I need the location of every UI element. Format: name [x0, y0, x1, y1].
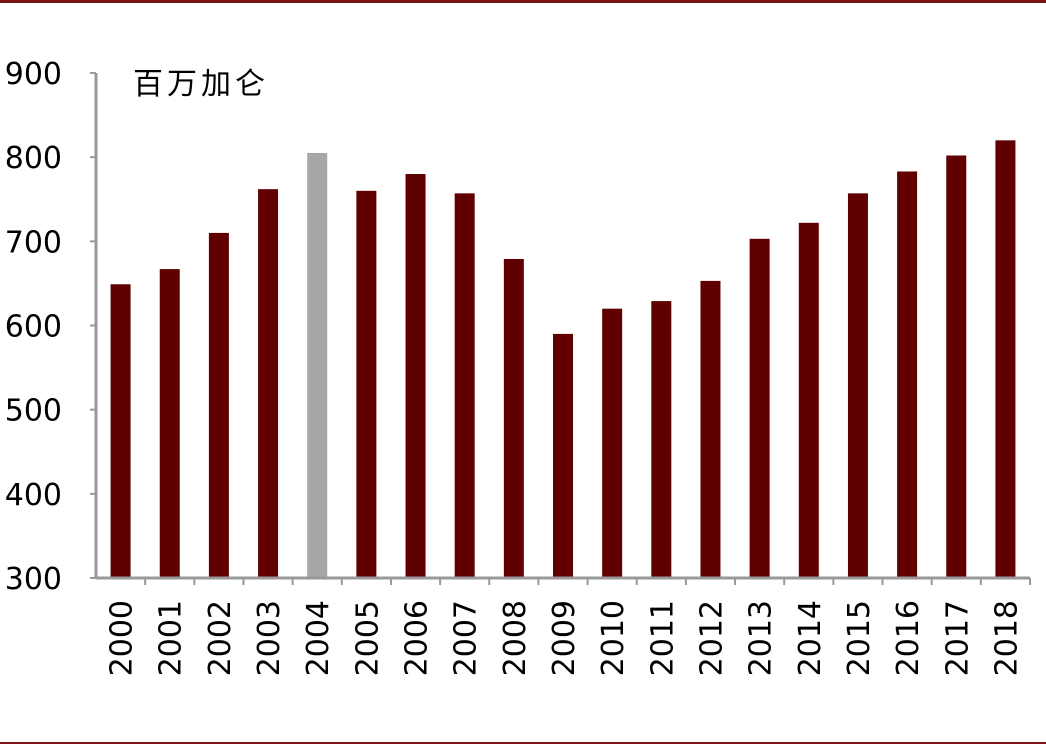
bar-2007 [454, 193, 475, 578]
x-tick-label: 2009 [547, 600, 582, 676]
x-tick-label: 2008 [498, 600, 533, 676]
y-unit-label: 百万加仑 [133, 67, 269, 102]
bar-2015 [847, 193, 868, 578]
x-ticks-group: 2000 2001 2002 2003 2004 2005 2006 2007 2008 2009… [105, 578, 1031, 676]
x-tick-label: 2000 [105, 600, 140, 676]
y-tick-label: 400 [5, 478, 62, 513]
x-tick-label: 2006 [400, 600, 435, 676]
bar-2003 [258, 189, 279, 578]
y-tick-label: 900 [5, 57, 62, 92]
x-tick-label: 2011 [645, 600, 680, 676]
bar-2012 [700, 280, 721, 578]
x-tick-label: 2013 [744, 600, 779, 676]
y-tick-label: 500 [5, 394, 62, 429]
bar-2011 [651, 301, 672, 578]
bar-2014 [798, 222, 819, 579]
x-tick-label: 2003 [252, 600, 287, 676]
bottom-rule [0, 742, 1046, 744]
x-tick-label: 2015 [842, 600, 877, 676]
x-tick-label: 2016 [891, 600, 926, 676]
bar-2002 [208, 232, 229, 578]
x-tick-label: 2014 [793, 600, 828, 676]
bar-2006 [405, 174, 426, 578]
x-tick-label: 2007 [449, 600, 484, 676]
bar-2017 [946, 155, 967, 578]
x-tick-label: 2012 [694, 600, 729, 676]
y-ticks-group: 300 400 500 600 700 800 900 [5, 57, 96, 597]
x-tick-label: 2010 [596, 600, 631, 676]
bar-2016 [897, 171, 918, 578]
y-tick-label: 700 [5, 225, 62, 260]
bar-2005 [356, 190, 377, 579]
bar-2001 [159, 269, 180, 578]
bar-2000 [110, 284, 131, 578]
x-tick-label: 2018 [989, 600, 1024, 676]
bars-group [110, 140, 1016, 579]
bar-2010 [602, 308, 623, 578]
x-tick-label: 2001 [154, 600, 189, 676]
bar-2013 [749, 238, 770, 578]
y-tick-label: 300 [5, 562, 62, 597]
y-tick-label: 800 [5, 141, 62, 176]
bar-2008 [503, 259, 524, 578]
y-tick-label: 600 [5, 310, 62, 345]
x-tick-label: 2005 [350, 600, 385, 676]
x-tick-label: 2004 [301, 600, 336, 676]
bar-2018 [995, 140, 1016, 579]
bar-2004 [307, 152, 328, 579]
bar-2009 [553, 333, 573, 578]
top-rule [0, 0, 1046, 3]
x-tick-label: 2017 [940, 600, 975, 676]
x-tick-label: 2002 [203, 600, 238, 676]
